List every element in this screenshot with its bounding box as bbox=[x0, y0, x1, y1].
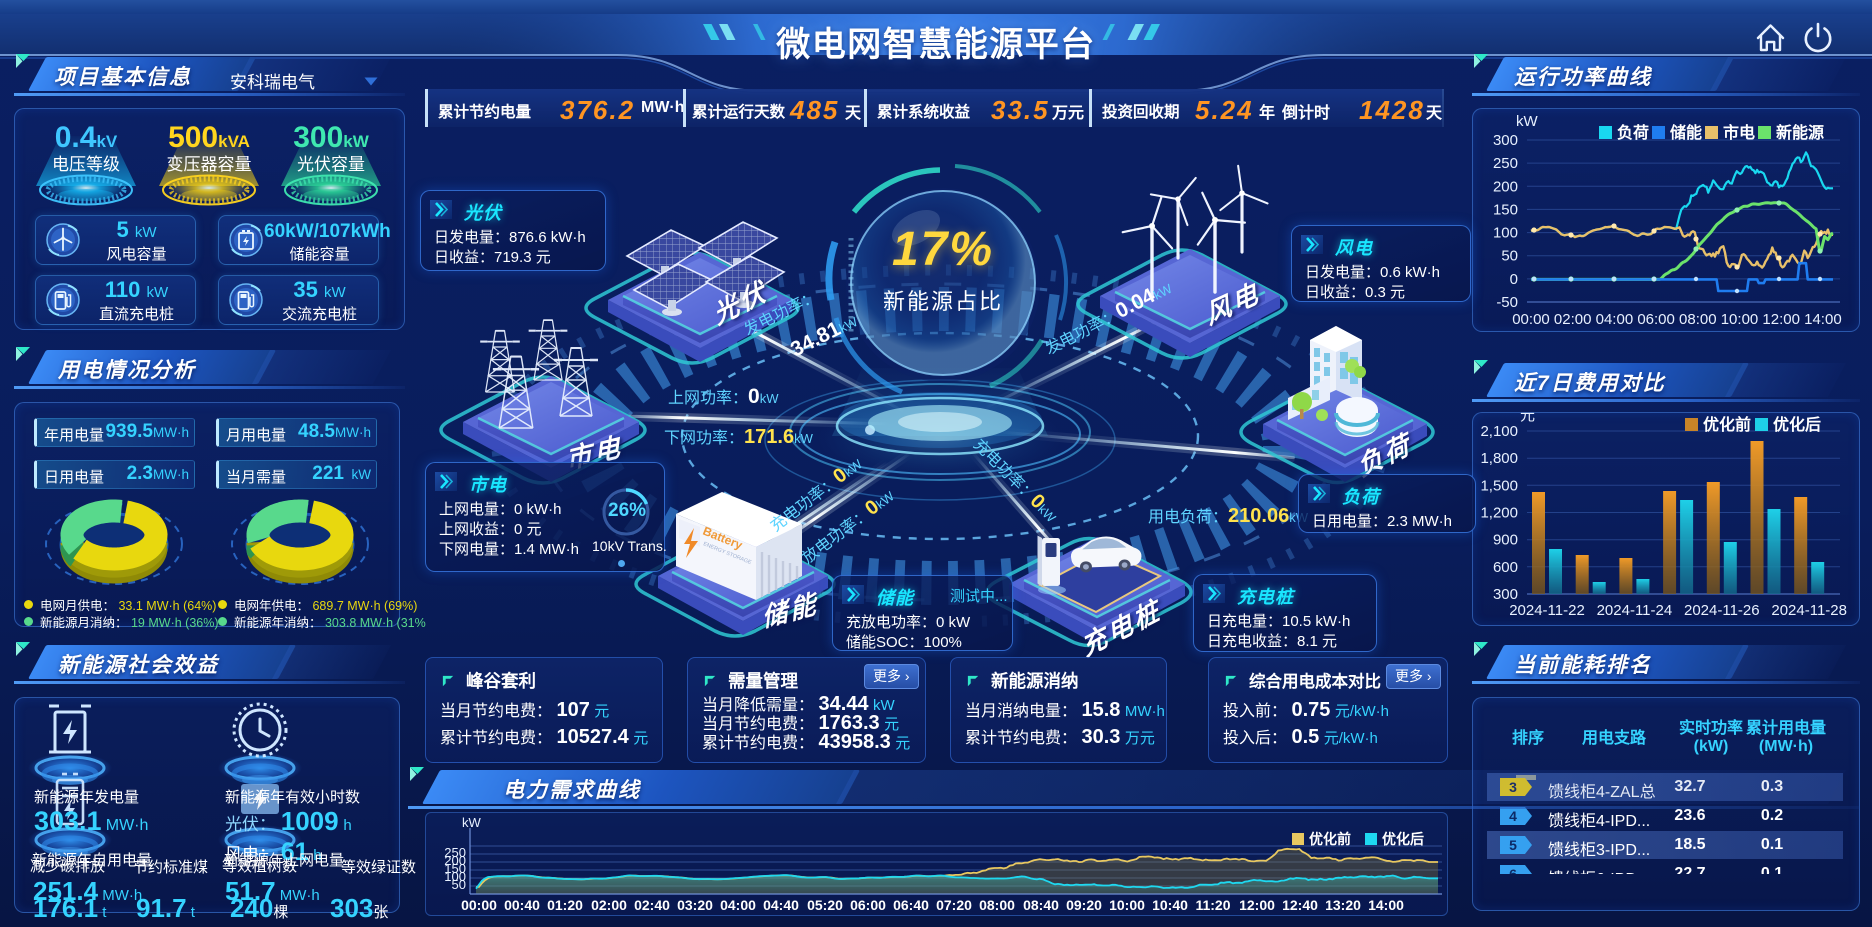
svg-text:150: 150 bbox=[444, 861, 466, 876]
svg-text:02:40: 02:40 bbox=[634, 897, 670, 913]
svg-text:08:00: 08:00 bbox=[1679, 311, 1717, 328]
svg-text:01:20: 01:20 bbox=[547, 897, 583, 913]
svg-text:14:00: 14:00 bbox=[1368, 897, 1404, 913]
svg-text:11:20: 11:20 bbox=[1195, 897, 1230, 913]
svg-text:00:40: 00:40 bbox=[504, 897, 540, 913]
svg-text:新能源: 新能源 bbox=[1776, 123, 1824, 142]
svg-text:08:00: 08:00 bbox=[979, 897, 1015, 913]
svg-text:优化前: 优化前 bbox=[1309, 831, 1351, 847]
svg-text:2,100: 2,100 bbox=[1480, 423, 1518, 440]
svg-text:04:40: 04:40 bbox=[763, 897, 799, 913]
svg-text:50: 50 bbox=[452, 877, 466, 892]
svg-text:02:00: 02:00 bbox=[1554, 311, 1592, 328]
svg-text:10:00: 10:00 bbox=[1721, 311, 1759, 328]
svg-text:负荷: 负荷 bbox=[1617, 123, 1649, 142]
svg-text:优化后: 优化后 bbox=[1382, 831, 1424, 847]
svg-text:09:20: 09:20 bbox=[1066, 897, 1102, 913]
svg-text:250: 250 bbox=[1493, 155, 1518, 172]
svg-text:07:20: 07:20 bbox=[936, 897, 972, 913]
svg-text:1,200: 1,200 bbox=[1480, 505, 1518, 522]
svg-text:10:40: 10:40 bbox=[1152, 897, 1188, 913]
svg-text:06:00: 06:00 bbox=[1637, 311, 1675, 328]
svg-text:00:00: 00:00 bbox=[1512, 311, 1550, 328]
svg-text:03:20: 03:20 bbox=[677, 897, 713, 913]
svg-text:900: 900 bbox=[1493, 532, 1518, 549]
svg-text:04:00: 04:00 bbox=[1596, 311, 1634, 328]
svg-text:06:00: 06:00 bbox=[850, 897, 886, 913]
svg-text:市电: 市电 bbox=[1723, 123, 1755, 142]
svg-text:优化前: 优化前 bbox=[1703, 415, 1751, 434]
svg-text:00:00: 00:00 bbox=[461, 897, 497, 913]
svg-text:0: 0 bbox=[1510, 271, 1518, 288]
svg-text:04:00: 04:00 bbox=[720, 897, 756, 913]
svg-text:14:00: 14:00 bbox=[1804, 311, 1842, 328]
svg-text:-50: -50 bbox=[1496, 294, 1518, 311]
svg-text:02:00: 02:00 bbox=[591, 897, 627, 913]
svg-text:kW: kW bbox=[462, 815, 482, 830]
svg-text:储能: 储能 bbox=[1669, 123, 1702, 142]
svg-text:kW: kW bbox=[1516, 113, 1539, 130]
svg-text:4: 4 bbox=[1509, 808, 1517, 824]
svg-text:150: 150 bbox=[1493, 201, 1518, 218]
svg-text:2024-11-22: 2024-11-22 bbox=[1509, 602, 1585, 619]
svg-text:6: 6 bbox=[1509, 866, 1517, 874]
svg-text:05:20: 05:20 bbox=[807, 897, 843, 913]
svg-text:1,800: 1,800 bbox=[1480, 450, 1518, 467]
svg-text:08:40: 08:40 bbox=[1023, 897, 1059, 913]
svg-text:100: 100 bbox=[1493, 225, 1518, 242]
svg-text:100: 100 bbox=[444, 869, 466, 884]
svg-text:2024-11-24: 2024-11-24 bbox=[1597, 602, 1673, 619]
svg-text:10:00: 10:00 bbox=[1109, 897, 1145, 913]
svg-text:12:40: 12:40 bbox=[1282, 897, 1318, 913]
svg-text:优化后: 优化后 bbox=[1773, 415, 1821, 434]
svg-text:元: 元 bbox=[1520, 412, 1535, 424]
svg-text:12:00: 12:00 bbox=[1762, 311, 1800, 328]
svg-text:06:40: 06:40 bbox=[893, 897, 929, 913]
svg-text:3: 3 bbox=[1509, 779, 1517, 795]
svg-text:300: 300 bbox=[1493, 132, 1518, 149]
svg-text:200: 200 bbox=[444, 853, 466, 868]
svg-text:50: 50 bbox=[1501, 248, 1518, 265]
svg-text:600: 600 bbox=[1493, 559, 1518, 576]
svg-text:300: 300 bbox=[1493, 586, 1518, 603]
svg-text:250: 250 bbox=[444, 845, 466, 860]
svg-text:2024-11-26: 2024-11-26 bbox=[1684, 602, 1760, 619]
svg-text:13:20: 13:20 bbox=[1325, 897, 1361, 913]
svg-text:2024-11-28: 2024-11-28 bbox=[1771, 602, 1847, 619]
svg-text:5: 5 bbox=[1509, 837, 1517, 853]
svg-text:1,500: 1,500 bbox=[1480, 477, 1518, 494]
svg-text:200: 200 bbox=[1493, 178, 1518, 195]
svg-text:12:00: 12:00 bbox=[1239, 897, 1275, 913]
